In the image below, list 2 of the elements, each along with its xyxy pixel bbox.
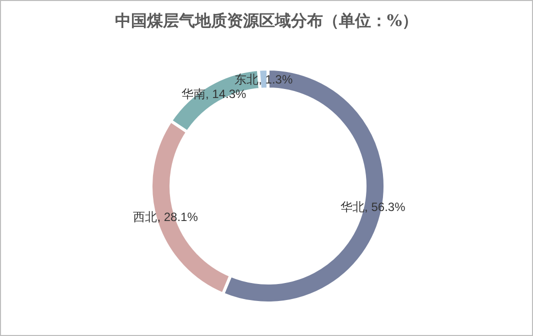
slice-label: 西北, 28.1% [133,210,198,224]
chart-title: 中国煤层气地质资源区域分布（单位：%） [114,11,418,30]
